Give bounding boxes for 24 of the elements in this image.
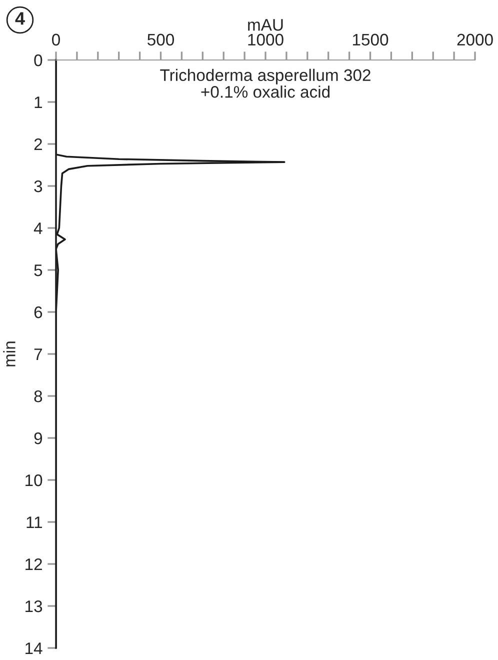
- y-tick-label: 8: [34, 390, 42, 402]
- text: 4: [15, 12, 25, 25]
- y-tick-label: 5: [34, 264, 42, 276]
- x-tick-label: 2000: [457, 34, 493, 46]
- y-tick-label: 14: [26, 642, 42, 654]
- y-axis-title: min: [3, 342, 16, 366]
- y-tick-label: 4: [34, 222, 42, 234]
- x-tick-label: 0: [52, 34, 60, 46]
- y-tick-label: 7: [34, 348, 42, 360]
- annotation: Trichoderma asperellum 302 +0.1% oxalic acid: [160, 68, 370, 98]
- x-tick-label: 1000: [248, 34, 284, 46]
- y-tick-label: 12: [26, 558, 42, 570]
- y-tick-label: 11: [26, 516, 42, 528]
- y-tick-label: 13: [26, 600, 42, 612]
- y-tick-label: 9: [34, 432, 42, 444]
- y-tick-label: 0: [34, 54, 42, 66]
- y-tick-label: 1: [34, 96, 42, 108]
- y-tick-label: 2: [34, 138, 42, 150]
- y-tick-label: 3: [34, 180, 42, 192]
- x-tick-label: 500: [148, 34, 174, 46]
- x-axis-title: mAU: [248, 19, 283, 31]
- y-tick-label: 10: [26, 474, 42, 486]
- y-tick-label: 6: [34, 306, 42, 318]
- x-tick-label: 1500: [352, 34, 388, 46]
